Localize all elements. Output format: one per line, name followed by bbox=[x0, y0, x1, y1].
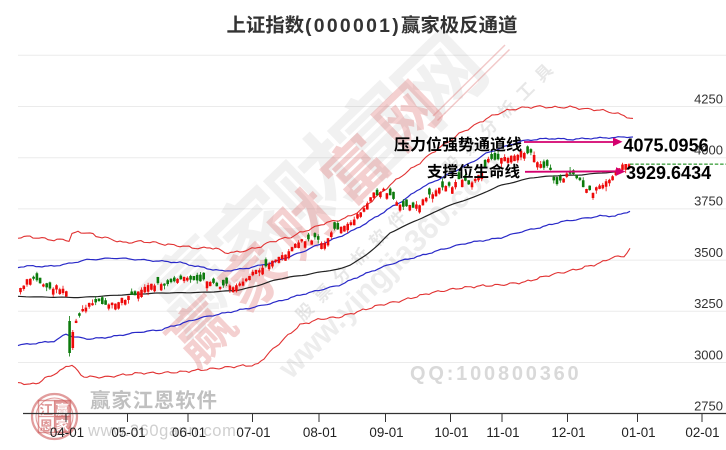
svg-text:4250: 4250 bbox=[694, 91, 723, 106]
svg-text:12-01: 12-01 bbox=[551, 425, 585, 440]
svg-text:3750: 3750 bbox=[694, 194, 723, 209]
svg-text:04-01: 04-01 bbox=[50, 425, 84, 440]
svg-text:01-01: 01-01 bbox=[621, 425, 655, 440]
svg-text:(000001): (000001) bbox=[305, 15, 401, 37]
svg-text:QQ:100800360: QQ:100800360 bbox=[410, 363, 581, 385]
svg-text:www.360gann.com: www.360gann.com bbox=[87, 422, 236, 440]
svg-text:02-01: 02-01 bbox=[685, 425, 719, 440]
svg-text:3500: 3500 bbox=[694, 245, 723, 260]
svg-text:3250: 3250 bbox=[694, 296, 723, 311]
svg-text:2750: 2750 bbox=[694, 399, 723, 414]
svg-text:09-01: 09-01 bbox=[369, 425, 403, 440]
svg-text:10-01: 10-01 bbox=[434, 425, 468, 440]
svg-text:3929.6434: 3929.6434 bbox=[626, 163, 711, 183]
svg-text:4075.0956: 4075.0956 bbox=[624, 135, 709, 155]
svg-text:3000: 3000 bbox=[694, 347, 723, 362]
svg-text:06-01: 06-01 bbox=[172, 425, 206, 440]
svg-text:05-01: 05-01 bbox=[111, 425, 145, 440]
svg-text:07-01: 07-01 bbox=[236, 425, 270, 440]
svg-text:11-01: 11-01 bbox=[486, 425, 519, 440]
svg-text:4000: 4000 bbox=[694, 143, 723, 158]
svg-text:08-01: 08-01 bbox=[303, 425, 337, 440]
